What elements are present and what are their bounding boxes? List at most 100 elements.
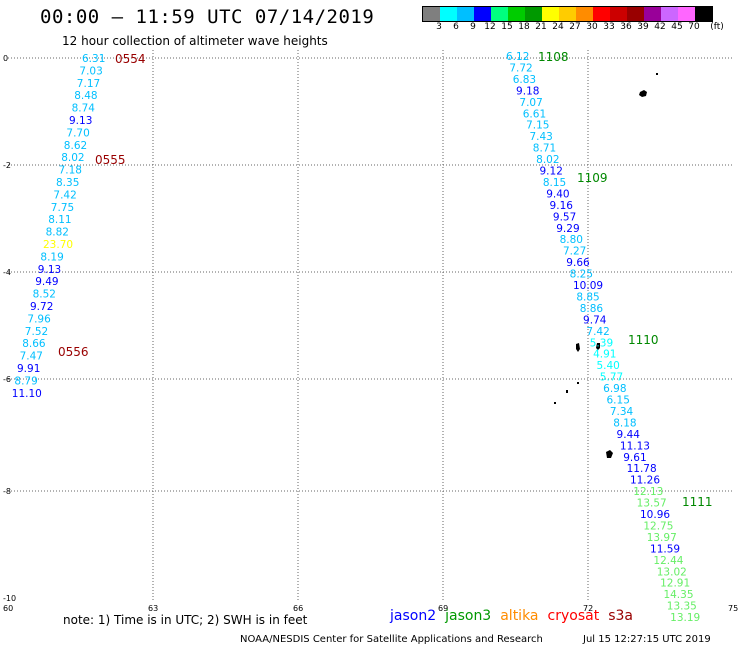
colorbar-label: 27 [569,22,581,32]
swh-label: 8.19 [40,251,63,263]
swh-label: 7.07 [519,97,542,109]
satellite-legend-item: cryosat [547,608,600,624]
y-tick-label: -8 [3,487,11,496]
satellite-legend-item: jason2 [390,608,437,624]
swh-label: 6.98 [603,383,626,395]
swh-label: 8.86 [580,303,604,315]
swh-label: 9.61 [623,452,646,464]
x-tick-label: 75 [728,604,738,613]
swh-label: 8.82 [46,227,69,239]
colorbar-label: 6 [453,22,459,32]
swh-label: 11.10 [12,388,42,400]
note-text: note: 1) Time is in UTC; 2) SWH is in fe… [63,613,308,627]
colorbar-swatch [576,7,593,21]
swh-label: 9.44 [617,429,641,441]
map-title: 00:00 — 11:59 UTC 07/14/2019 [40,6,375,28]
swh-label: 12.44 [653,555,683,567]
swh-label: 9.13 [69,115,92,127]
swh-label: 7.15 [526,120,549,132]
island-shape [566,390,568,393]
swh-label: 7.43 [529,131,552,143]
swh-label: 11.13 [620,440,650,452]
colorbar-swatch [627,7,644,21]
colorbar-labels: 3 6 9 12 15 18 21 24 27 30 33 36 39 42 45 70 (ft) [422,22,740,34]
y-tick-label: -6 [3,375,11,384]
colorbar-swatch [593,7,610,21]
island-shape [656,73,658,75]
x-tick-label: 66 [293,604,303,613]
island-shape [596,343,600,350]
swh-label: 5.40 [596,360,619,372]
swh-label: 14.35 [663,589,693,601]
colorbar-label: (ft) [710,22,724,32]
swh-label: 8.02 [536,154,559,166]
swh-label: 8.62 [64,140,87,152]
swh-label: 9.57 [553,211,576,223]
colorbar-label: 12 [484,22,496,32]
pass-time-label: 1109 [577,171,608,185]
swh-label: 4.91 [593,349,616,361]
swh-label: 8.80 [560,234,583,246]
swh-label: 7.18 [59,165,82,177]
swh-label: 8.15 [543,177,566,189]
swh-label: 11.78 [627,463,657,475]
swh-label: 8.25 [570,269,593,281]
swh-label: 23.70 [43,239,73,251]
x-tick-label: 63 [148,604,158,613]
island-shape [554,402,556,404]
swh-label: 7.75 [51,202,74,214]
swh-label: 9.12 [540,166,563,178]
colorbar-swatch [559,7,576,21]
time-labels: 0554 0555 0556 1108 1109 1110 1111 [58,50,713,509]
colorbar-label: 45 [671,22,683,32]
swh-label: 9.49 [35,276,58,288]
swh-label: 5.39 [590,337,613,349]
swh-label: 10.09 [573,280,603,292]
island-shape [606,450,613,458]
colorbar-label: 70 [688,22,700,32]
colorbar-swatch [542,7,559,21]
colorbar-swatch [440,7,457,21]
colorbar [422,6,713,22]
swh-label: 6.61 [523,108,546,120]
swh-label: 9.91 [17,363,40,375]
swh-label: 9.18 [516,85,539,97]
pass-time-label: 1108 [538,50,569,64]
swh-label: 8.02 [61,152,84,164]
swh-label: 13.02 [657,566,687,578]
colorbar-swatch [423,7,440,21]
swh-label: 13.57 [637,498,667,510]
swh-label: 11.59 [650,543,680,555]
swh-label: 7.27 [563,246,586,258]
islands [554,73,658,458]
swh-label: 9.40 [546,188,569,200]
y-tick-label: -4 [3,268,11,277]
swh-label: 9.16 [550,200,574,212]
swh-label: 9.74 [583,314,607,326]
island-shape [576,343,580,352]
timestamp-text: Jul 15 12:27:15 UTC 2019 [583,634,711,645]
pass-time-label: 1111 [682,495,713,509]
colorbar-label: 9 [470,22,476,32]
swh-label: 7.96 [27,313,51,325]
grid [8,50,733,600]
satellite-legend: jason2 jason3 altika cryosat s3a [390,608,642,624]
island-shape [577,382,579,384]
swh-label: 8.85 [576,291,599,303]
swh-label: 8.52 [33,289,56,301]
swh-label: 9.66 [566,257,590,269]
pass-time-label: 0556 [58,345,89,359]
swh-label: 8.74 [72,103,96,115]
colorbar-swatch [491,7,508,21]
swh-labels: 6.317.037.178.488.749.137.708.628.027.18… [12,51,700,624]
map-subtitle: 12 hour collection of altimeter wave hei… [62,34,328,48]
swh-label: 6.83 [513,74,536,86]
swh-label: 7.52 [25,326,48,338]
swh-label: 12.13 [633,486,663,498]
satellite-legend-item: altika [500,608,539,624]
swh-label: 13.35 [667,601,697,613]
x-tick-label: 72 [583,604,593,613]
swh-label: 7.70 [66,127,89,139]
swh-label: 6.15 [607,395,630,407]
